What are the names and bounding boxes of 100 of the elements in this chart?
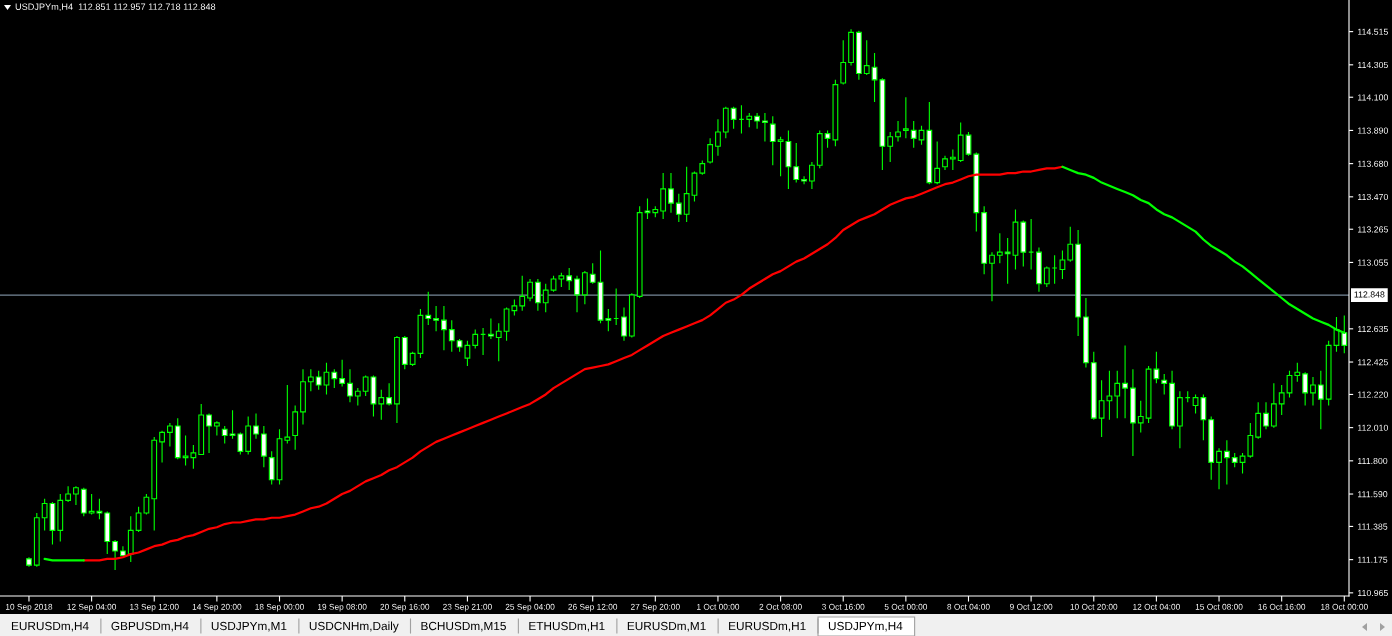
candlestick (902, 96, 909, 139)
x-tick-label: 19 Sep 08:00 (317, 603, 367, 612)
x-tick-label: 8 Oct 04:00 (947, 603, 990, 610)
line-series (82, 165, 1064, 562)
candlestick (253, 412, 259, 440)
x-tick-label: 3 Oct 16:00 (822, 603, 865, 610)
candlestick (1083, 297, 1089, 369)
candlestick (722, 106, 729, 139)
candlestick (80, 487, 87, 517)
x-tick-label: 2 Oct 08:00 (759, 603, 802, 610)
candlestick (793, 142, 800, 184)
candlestick (730, 106, 737, 130)
candlestick (660, 172, 667, 220)
candlestick (613, 287, 620, 326)
candlestick (260, 425, 267, 468)
x-tick-label: 15 Oct 08:00 (1195, 603, 1243, 610)
candlestick (339, 359, 346, 388)
y-tick-label: 113.265 (1358, 226, 1388, 233)
candlestick (895, 120, 901, 143)
y-tick-label: 113.680 (1358, 160, 1388, 167)
candlestick (354, 387, 361, 407)
candlestick (668, 172, 674, 214)
candlestick (401, 335, 408, 370)
candlestick (1176, 390, 1183, 449)
candlestick (1294, 362, 1301, 383)
x-tick-label: 18 Oct 00:00 (1321, 603, 1368, 610)
chart-title: USDJPYm,H4 112.851 112.957 112.718 112.848 (15, 3, 216, 12)
x-tick-label: 1 Oct 00:00 (697, 603, 740, 610)
x-tick-label: 12 Sep 04:00 (67, 603, 117, 612)
candlestick (769, 115, 776, 166)
y-tick-label: 112.635 (1358, 325, 1388, 333)
candlestick (472, 329, 479, 350)
candlestick (762, 112, 768, 143)
candlestick (433, 305, 439, 332)
candlestick (589, 262, 596, 285)
candlestick (754, 112, 761, 130)
text: ETHUSDm,H1 (529, 621, 605, 632)
candlestick (855, 30, 862, 81)
ref-line-label: 112.848 (1354, 291, 1385, 298)
candlestick (174, 417, 181, 460)
candlestick (166, 422, 173, 448)
candlestick (26, 556, 32, 568)
candlestick (159, 430, 165, 463)
candlestick (527, 278, 533, 302)
candlestick (801, 175, 807, 185)
text: USDCNHm,Daily (309, 621, 399, 633)
candlestick (213, 420, 220, 437)
x-tick-label: 10 Sep 2018 (5, 603, 53, 612)
candlestick (1169, 370, 1175, 430)
candlestick (887, 131, 894, 163)
text: USDJPYm,M1 (211, 621, 287, 632)
candlestick (1184, 390, 1191, 403)
candlestick (1270, 382, 1277, 429)
candlestick (566, 267, 573, 291)
candlestick (120, 545, 126, 557)
candlestick (699, 159, 706, 176)
candlestick (33, 512, 40, 568)
candlestick (245, 416, 252, 456)
candlestick (715, 118, 721, 157)
candlestick (448, 319, 455, 353)
candlestick (292, 404, 299, 451)
candlestick (487, 317, 494, 340)
candlestick (1020, 219, 1027, 267)
x-tick-label: 26 Sep 12:00 (568, 603, 618, 612)
x-tick-label: 25 Sep 04:00 (505, 603, 555, 612)
y-tick-label: 114.515 (1358, 28, 1388, 35)
y-tick-label: 113.055 (1358, 259, 1388, 266)
candlestick (206, 412, 212, 454)
y-tick-label: 112.010 (1358, 424, 1388, 431)
x-tick-label: 16 Oct 16:00 (1258, 603, 1306, 610)
candlestick (840, 39, 847, 86)
x-tick-label: 23 Sep 21:00 (443, 603, 492, 612)
candlestick (574, 275, 580, 313)
candlestick (1067, 226, 1074, 263)
candlestick (996, 232, 1003, 264)
y-tick-label: 113.890 (1358, 127, 1388, 134)
candlestick (542, 283, 549, 313)
candlestick (1216, 447, 1222, 490)
x-tick-label: 10 Oct 20:00 (1070, 603, 1118, 610)
candlestick (394, 335, 400, 424)
candlestick (738, 104, 745, 135)
candlestick (1255, 401, 1262, 440)
candlestick (628, 292, 635, 339)
candlestick (1137, 400, 1144, 433)
candlestick (621, 306, 627, 342)
y-tick-label: 111.590 (1358, 491, 1388, 498)
x-tick-label: 20 Sep 16:00 (380, 603, 430, 612)
x-tick-label: 27 Sep 20:00 (630, 603, 680, 612)
candlestick (1130, 368, 1136, 457)
candlestick (1208, 416, 1215, 481)
candlestick (112, 539, 118, 571)
candlestick (1263, 401, 1269, 430)
candlestick (989, 251, 995, 302)
text: EURUSDm,H1 (729, 621, 806, 632)
candlestick (127, 515, 134, 563)
candlestick (300, 368, 306, 426)
candlestick (495, 322, 502, 362)
candlestick (1059, 250, 1066, 280)
x-tick-label: 18 Sep 00:00 (255, 603, 304, 612)
candlestick (1231, 452, 1238, 468)
